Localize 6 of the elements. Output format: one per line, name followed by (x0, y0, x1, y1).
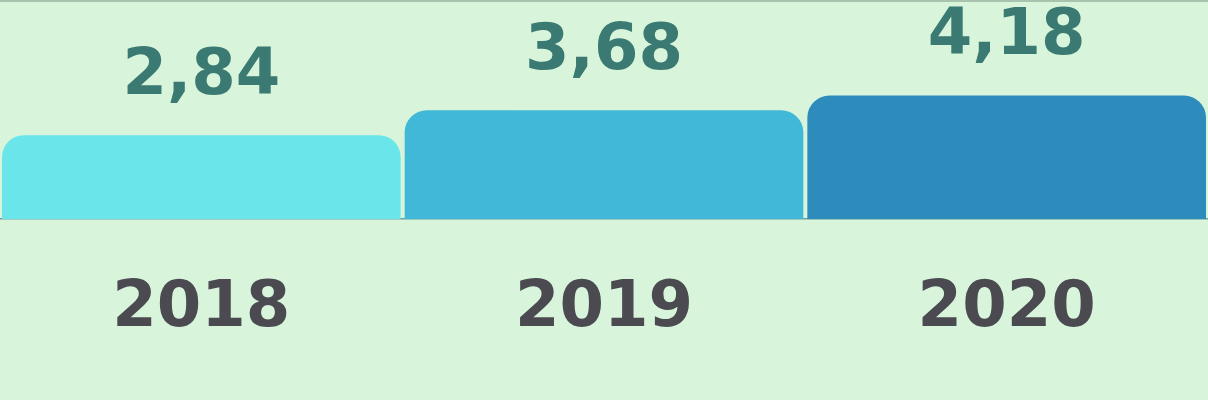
data-label: 3,68 (525, 9, 683, 84)
x-tick-label: 2019 (514, 267, 694, 342)
x-tick-label: 2020 (917, 267, 1096, 342)
x-tick-label: 2018 (112, 267, 291, 342)
data-label: 2,84 (122, 34, 281, 109)
data-label: 4,18 (927, 0, 1086, 70)
